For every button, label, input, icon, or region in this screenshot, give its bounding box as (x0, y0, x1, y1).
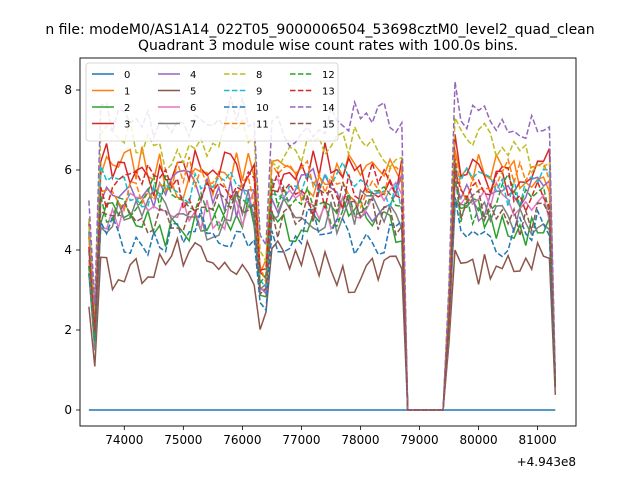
series-layer (88, 81, 557, 411)
y-tick-label: 2 (64, 323, 72, 337)
legend-label-15: 15 (322, 120, 335, 131)
legend-label-8: 8 (256, 70, 262, 81)
legend-label-6: 6 (190, 103, 196, 114)
series-line-15 (88, 158, 557, 411)
figure-suptitle: n file: modeM0/AS1A14_022T05_9000006504_… (45, 22, 594, 38)
series-lines (88, 81, 557, 411)
x-tick-label: 81000 (519, 433, 557, 447)
legend-label-3: 3 (124, 120, 130, 131)
legend-frame (85, 62, 339, 142)
chart-title: Quadrant 3 module wise count rates with … (138, 38, 518, 54)
series-line-7 (88, 187, 557, 411)
series-line-12 (88, 172, 557, 411)
legend-label-0: 0 (124, 70, 130, 81)
series-line-5 (88, 235, 557, 411)
legend-label-1: 1 (124, 87, 130, 98)
series-line-10 (88, 197, 557, 411)
x-tick-label: 80000 (459, 433, 497, 447)
series-line-11 (88, 155, 557, 411)
legend-label-11: 11 (256, 120, 269, 131)
legend-label-2: 2 (124, 103, 130, 114)
series-line-13 (88, 160, 557, 411)
legend-label-7: 7 (190, 120, 196, 131)
legend-label-12: 12 (322, 70, 335, 81)
y-tick-label: 8 (64, 83, 72, 97)
legend-label-13: 13 (322, 87, 335, 98)
x-tick-label: 79000 (400, 433, 438, 447)
x-tick-label: 74000 (105, 433, 143, 447)
y-tick-label: 0 (64, 403, 72, 417)
y-tick-label: 6 (64, 163, 72, 177)
x-tick-label: 76000 (223, 433, 261, 447)
legend-label-4: 4 (190, 70, 196, 81)
x-tick-label: 78000 (341, 433, 379, 447)
x-tick-label: 77000 (282, 433, 320, 447)
legend-label-9: 9 (256, 87, 262, 98)
x-tick-label: 75000 (164, 433, 202, 447)
y-tick-label: 4 (64, 243, 72, 257)
legend-label-10: 10 (256, 103, 269, 114)
legend-label-5: 5 (190, 87, 196, 98)
x-offset-label: +4.943e8 (517, 455, 576, 469)
series-line-8 (88, 117, 557, 411)
axes-frame (79, 57, 577, 427)
legend-label-14: 14 (322, 103, 335, 114)
ticks-layer: 74000 75000 76000 77000 78000 79000 80000 81000… (64, 83, 556, 447)
